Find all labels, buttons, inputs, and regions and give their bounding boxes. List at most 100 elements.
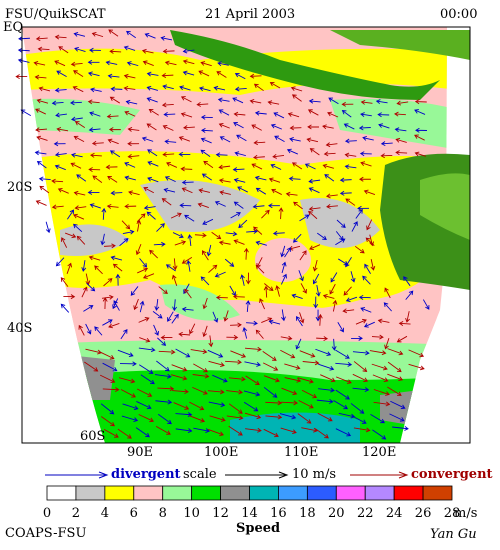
wind-arrow [269, 81, 281, 89]
wind-arrow [299, 350, 316, 358]
wind-arrow [336, 219, 346, 228]
wind-arrow [267, 100, 280, 106]
wind-arrow [343, 286, 352, 296]
wind-arrow [242, 327, 248, 339]
wind-arrow [60, 277, 69, 287]
wind-arrow [193, 363, 208, 373]
wind-arrow [291, 94, 302, 102]
wind-arrow [160, 335, 173, 341]
wind-arrow [291, 162, 303, 170]
wind-arrow [55, 112, 67, 118]
wind-arrow [66, 262, 73, 274]
wind-arrow [284, 363, 301, 370]
wind-arrow [398, 321, 411, 326]
wind-arrow [54, 164, 66, 171]
wind-arrow [325, 193, 338, 199]
wind-arrow [141, 48, 154, 54]
wind-arrow [224, 258, 235, 267]
wind-arrow [56, 127, 69, 132]
wind-arrow [233, 201, 244, 209]
wind-arrow [174, 240, 187, 246]
wind-arrow [318, 363, 335, 371]
wind-arrow [186, 260, 192, 272]
wind-arrow [87, 99, 100, 105]
wind-arrow [233, 122, 244, 129]
wind-arrow [154, 373, 172, 379]
wind-arrow [73, 190, 86, 196]
wind-arrow [352, 387, 370, 393]
wind-arrow [371, 363, 388, 371]
wind-arrow [280, 349, 296, 359]
colorbar-tick-label: 4 [101, 506, 109, 521]
wind-arrow [268, 203, 280, 209]
wind-arrow [89, 47, 101, 53]
wind-arrow [308, 206, 321, 212]
wind-arrow [162, 84, 174, 90]
wind-arrow [405, 290, 414, 300]
wind-arrow [89, 111, 101, 117]
wind-arrow [76, 235, 86, 245]
wind-arrow [251, 163, 263, 170]
wind-arrow [88, 127, 101, 133]
footer-right: Yan Gu [430, 527, 477, 542]
wind-arrow [289, 125, 302, 131]
wind-arrow [102, 362, 118, 372]
wind-arrow [127, 127, 140, 132]
wind-arrow [369, 350, 387, 356]
wind-arrow [154, 299, 160, 311]
wind-arrow [230, 322, 242, 328]
legend-arrow-head [398, 471, 409, 479]
wind-arrow [378, 123, 390, 129]
wind-arrow [51, 178, 64, 184]
wind-arrow [212, 311, 219, 323]
wind-arrow [335, 361, 353, 367]
wind-arrow [394, 111, 406, 117]
footer-left: COAPS-FSU [5, 526, 86, 541]
wind-arrow [139, 258, 148, 268]
wind-arrow [135, 427, 150, 438]
wind-arrow [178, 136, 191, 142]
colorbar-box [104, 485, 135, 501]
wind-arrow [36, 98, 49, 104]
wind-arrow [121, 220, 131, 230]
wind-arrow [162, 151, 175, 157]
wind-arrow [299, 250, 307, 261]
legend-scale-value: 10 m/s [292, 467, 336, 482]
wind-arrow [172, 299, 178, 312]
wind-arrow [200, 61, 212, 67]
wind-arrow [18, 36, 30, 42]
wind-arrow [331, 338, 337, 351]
wind-arrow [136, 401, 152, 410]
wind-arrow [208, 360, 225, 368]
wind-arrow [76, 174, 87, 182]
wind-arrow [51, 100, 64, 106]
wind-arrow [395, 150, 408, 156]
wind-arrow [175, 348, 191, 358]
wind-arrow [156, 223, 165, 232]
wind-arrow [330, 272, 338, 283]
wind-arrow [245, 427, 262, 433]
wind-arrow [149, 249, 159, 259]
wind-arrow [389, 413, 405, 422]
wind-arrow [36, 135, 48, 141]
wind-arrow [33, 60, 46, 66]
wind-arrow [157, 413, 172, 425]
wind-arrow [70, 100, 82, 106]
wind-arrow [123, 45, 136, 51]
wind-arrow [225, 359, 242, 365]
wind-arrow [197, 202, 209, 208]
wind-arrow [372, 374, 389, 382]
wind-arrow [390, 400, 406, 410]
wind-arrow [84, 361, 99, 372]
wind-arrow [181, 306, 194, 312]
wind-arrow [120, 328, 128, 340]
wind-arrow [138, 347, 156, 353]
wind-arrow [200, 137, 212, 144]
wind-arrow [240, 274, 245, 286]
wind-arrow [264, 283, 274, 292]
wind-arrow [315, 348, 332, 357]
wind-arrow [403, 276, 411, 287]
wind-arrow [110, 190, 123, 196]
wind-arrow [86, 282, 96, 292]
wind-arrow [351, 415, 367, 424]
